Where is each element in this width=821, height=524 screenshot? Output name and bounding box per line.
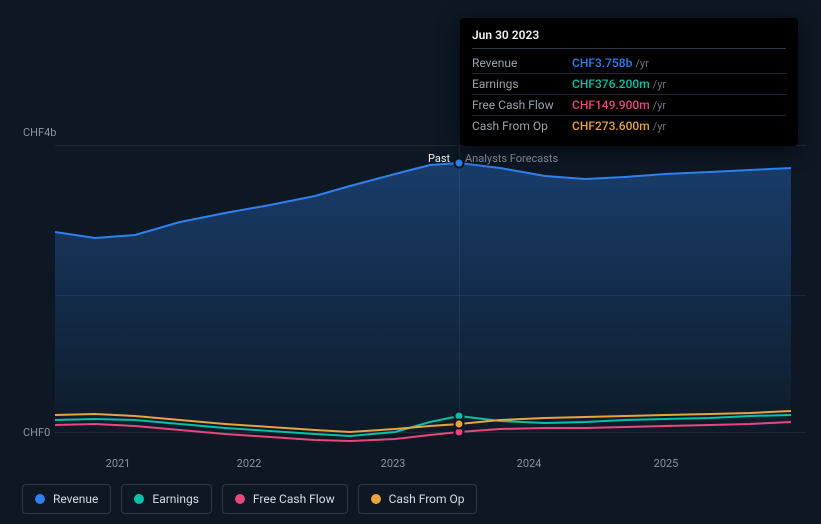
legend-item-revenue[interactable]: Revenue [22,484,111,514]
cfo-marker [455,420,464,429]
legend-item-label: Earnings [152,492,199,506]
tooltip-row-label: Earnings [472,77,572,91]
legend-swatch-icon [35,494,45,504]
tooltip-title: Jun 30 2023 [472,28,786,49]
tooltip-row-value: CHF149.900m [572,98,650,112]
past-section-label: Past [428,152,450,165]
tooltip-row: Free Cash FlowCHF149.900m/yr [472,95,786,116]
tooltip-row-value: CHF3.758b [572,56,632,70]
y-axis-label: CHF0 [23,426,50,439]
tooltip-row-label: Revenue [472,56,572,70]
tooltip-row-value: CHF376.200m [572,77,650,91]
legend-swatch-icon [134,494,144,504]
tooltip-row-label: Free Cash Flow [472,98,572,112]
revenue-area [55,163,791,432]
tooltip-row-unit: /yr [653,120,666,133]
legend-item-label: Free Cash Flow [253,492,335,506]
tooltip-row-label: Cash From Op [472,119,572,133]
y-axis-label: CHF4b [23,126,56,139]
tooltip-row: EarningsCHF376.200m/yr [472,74,786,95]
tooltip-row: Cash From OpCHF273.600m/yr [472,116,786,136]
forecast-section-label: Analysts Forecasts [465,152,558,165]
legend-swatch-icon [371,494,381,504]
legend-item-fcf[interactable]: Free Cash Flow [222,484,348,514]
x-axis-label: 2021 [106,457,131,470]
x-axis-label: 2023 [381,457,406,470]
tooltip-row-unit: /yr [635,57,648,70]
chart-tooltip: Jun 30 2023 RevenueCHF3.758b/yrEarningsC… [460,18,798,146]
tooltip-row-unit: /yr [653,99,666,112]
x-axis-label: 2025 [654,457,679,470]
legend-item-earnings[interactable]: Earnings [121,484,212,514]
tooltip-row-unit: /yr [653,78,666,91]
legend-swatch-icon [235,494,245,504]
x-axis-label: 2024 [517,457,542,470]
chart-legend: Revenue Earnings Free Cash Flow Cash From O… [22,484,477,514]
legend-item-cfo[interactable]: Cash From Op [358,484,478,514]
tooltip-row: RevenueCHF3.758b/yr [472,53,786,74]
x-axis-label: 2022 [237,457,262,470]
legend-item-label: Cash From Op [389,492,465,506]
revenue-marker [455,159,464,168]
tooltip-row-value: CHF273.600m [572,119,650,133]
legend-item-label: Revenue [53,492,98,506]
